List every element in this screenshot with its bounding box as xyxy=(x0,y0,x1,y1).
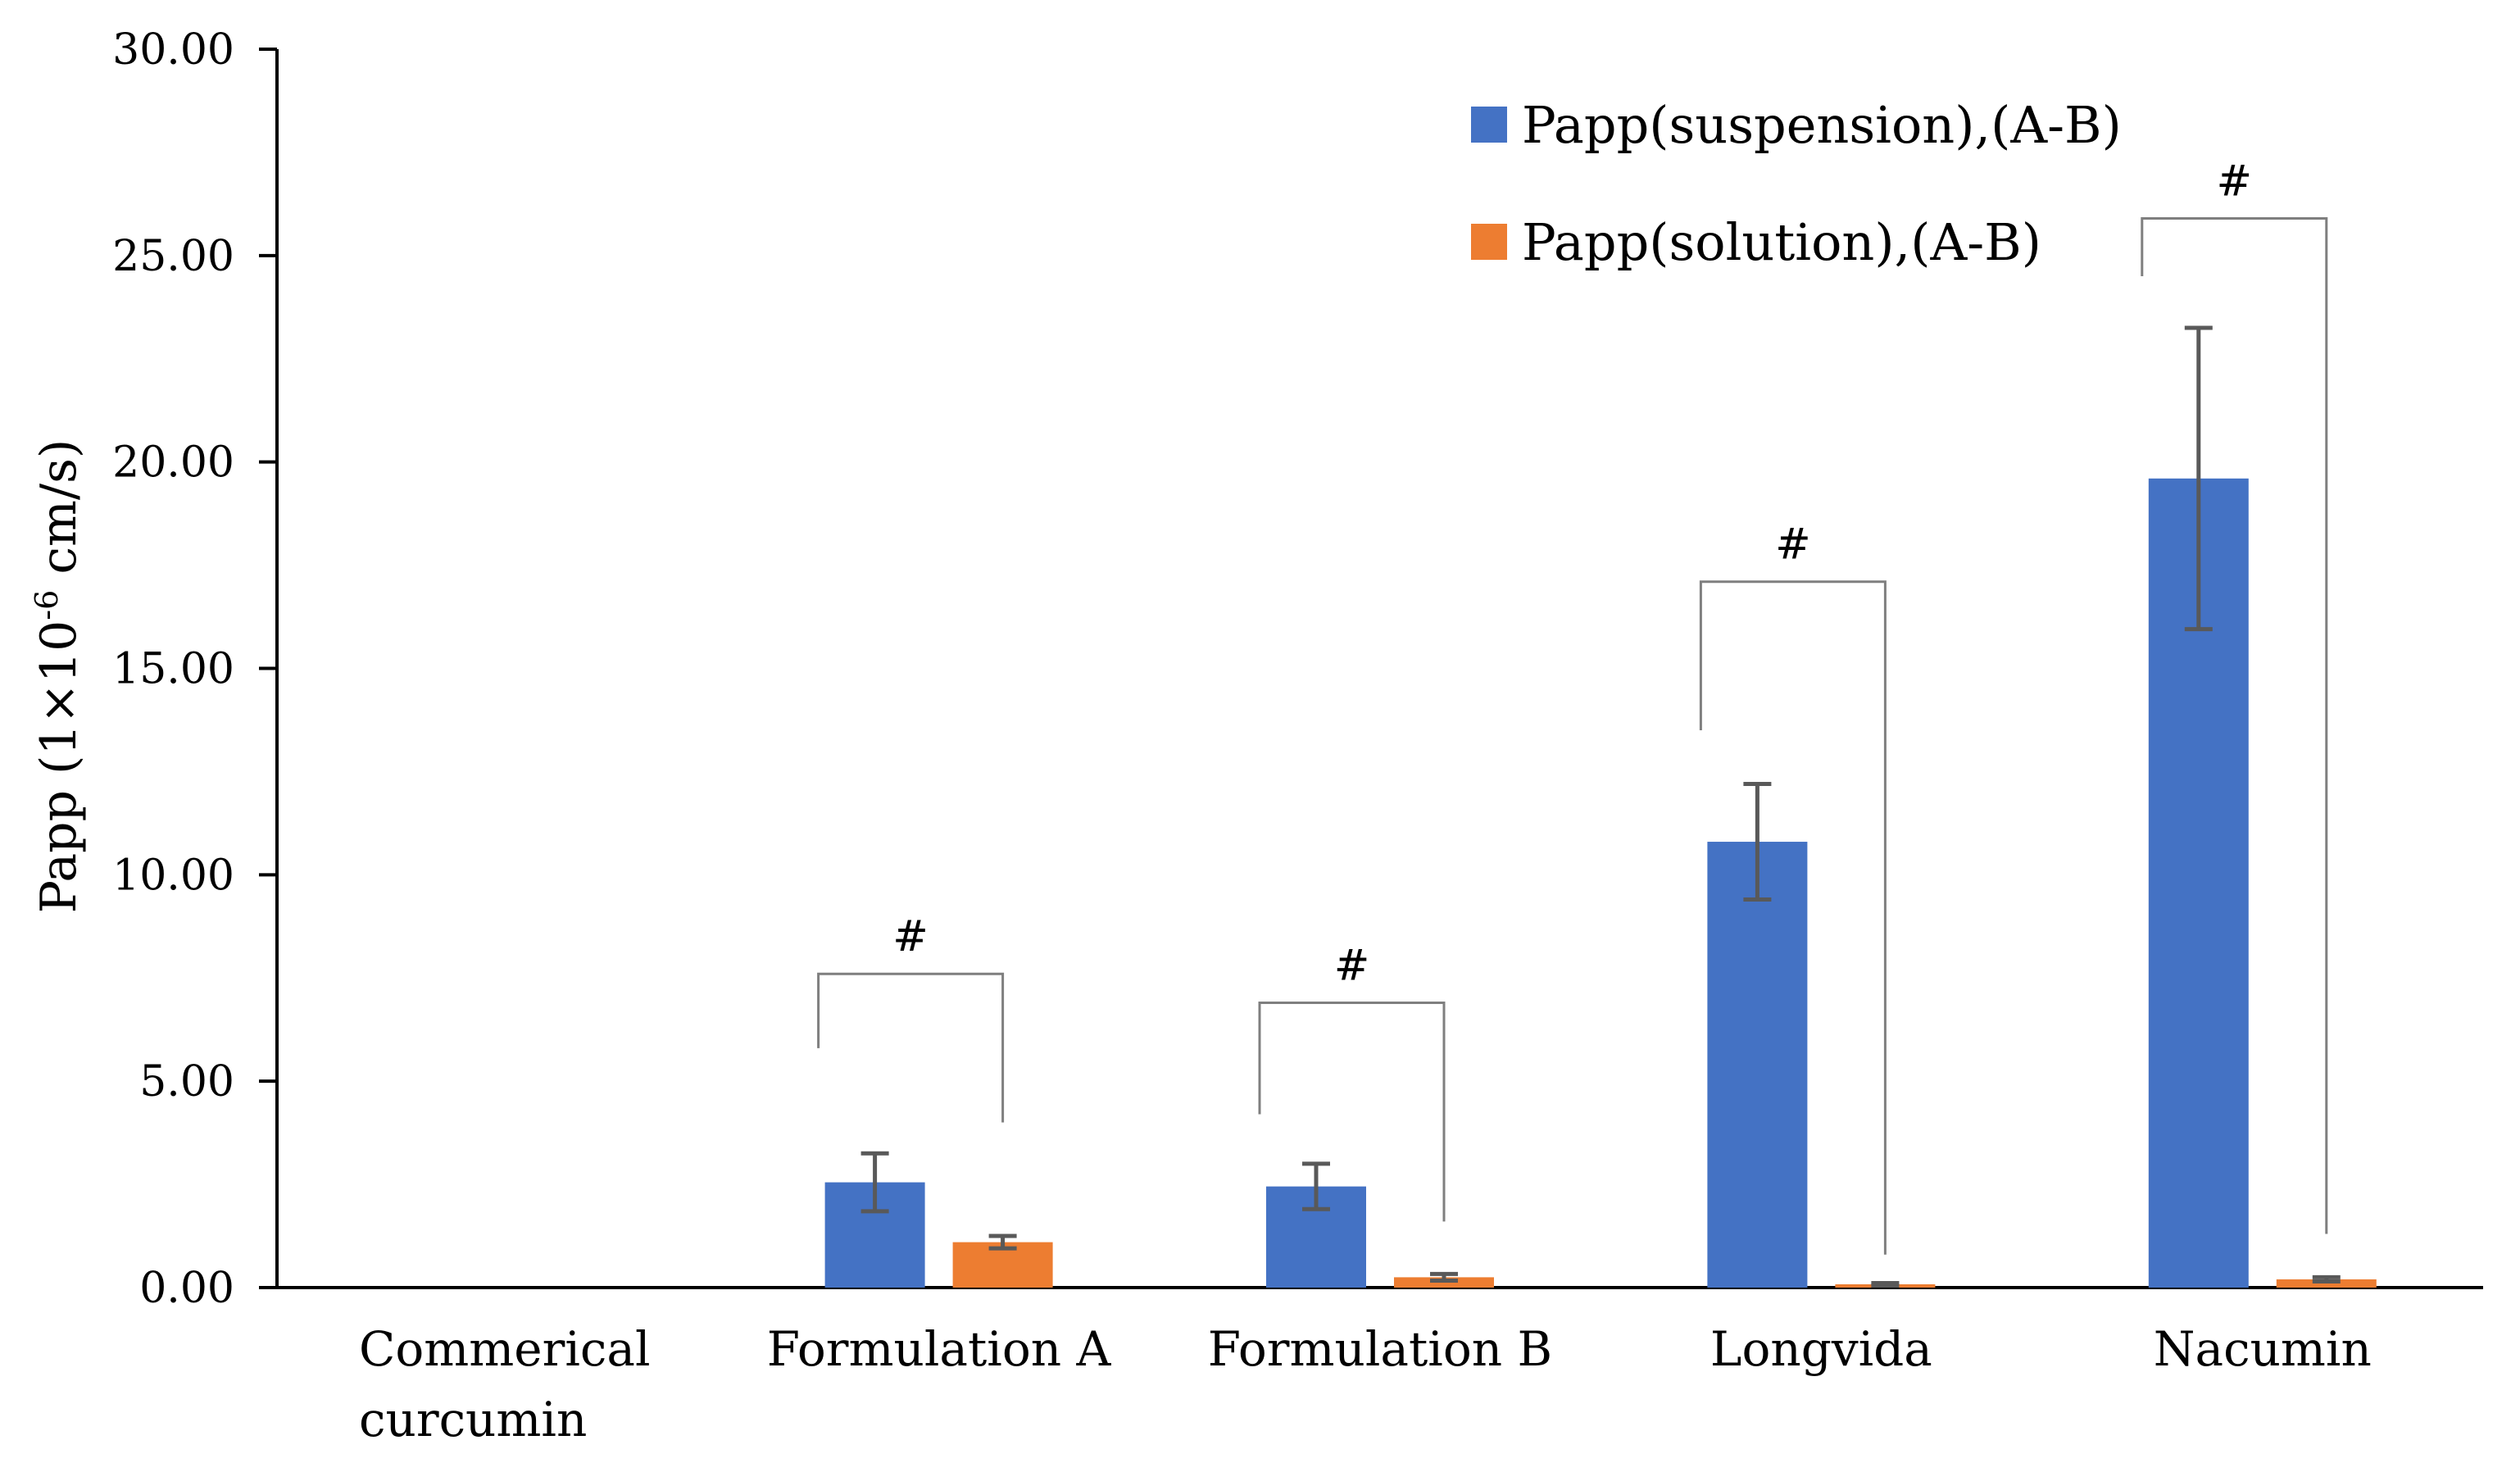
y-axis-title-suffix: cm/s) xyxy=(30,439,88,590)
category-label-line: curcumin xyxy=(359,1392,587,1447)
category-label: Longvida xyxy=(1710,1321,1932,1377)
significance-marker: # xyxy=(1334,941,1370,990)
legend: Papp(suspension),(A-B) Papp(solution),(A-… xyxy=(1471,95,2122,272)
y-axis-title: Papp (1×10-6 cm/s) xyxy=(29,439,88,914)
legend-swatch xyxy=(1471,107,1507,143)
significance-marker: # xyxy=(2217,157,2253,207)
legend-swatch xyxy=(1471,224,1507,260)
significance-marker: # xyxy=(1775,520,1811,570)
y-tick-label: 30.00 xyxy=(112,25,234,75)
y-tick-label: 0.00 xyxy=(139,1264,234,1313)
bar-suspension xyxy=(1707,842,1808,1288)
y-tick-label: 25.00 xyxy=(112,232,234,281)
bar-solution xyxy=(2276,1279,2377,1288)
axes: 0.00 5.00 10.00 15.00 20.00 25.00 30.00 xyxy=(112,25,2483,1313)
y-axis-title-prefix: Papp (1×10 xyxy=(30,620,88,914)
legend-label: Papp(solution),(A-B) xyxy=(1522,212,2041,272)
category-label: Formulation A xyxy=(767,1321,1112,1377)
y-tick-label: 15.00 xyxy=(112,645,234,694)
significance-bracket xyxy=(1699,580,1887,1255)
category-label-line: Commerical xyxy=(359,1321,651,1377)
y-tick-label: 10.00 xyxy=(112,851,234,900)
significance-brackets: # # # # xyxy=(817,157,2328,1255)
category-label: Formulation B xyxy=(1208,1321,1552,1377)
significance-bracket xyxy=(1258,1001,1446,1222)
y-tick-label: 5.00 xyxy=(139,1057,234,1106)
significance-bracket xyxy=(2141,217,2328,1234)
category-label: Commerical curcumin xyxy=(359,1321,651,1447)
y-axis-title-exponent: -6 xyxy=(29,590,65,620)
bars xyxy=(824,325,2377,1288)
significance-bracket xyxy=(817,972,1005,1123)
y-tick-label: 20.00 xyxy=(112,438,234,488)
category-labels: Commerical curcumin Formulation A Formulati… xyxy=(359,1321,2372,1447)
significance-marker: # xyxy=(892,912,929,961)
category-label: Nacumin xyxy=(2154,1321,2372,1377)
legend-label: Papp(suspension),(A-B) xyxy=(1522,95,2122,155)
